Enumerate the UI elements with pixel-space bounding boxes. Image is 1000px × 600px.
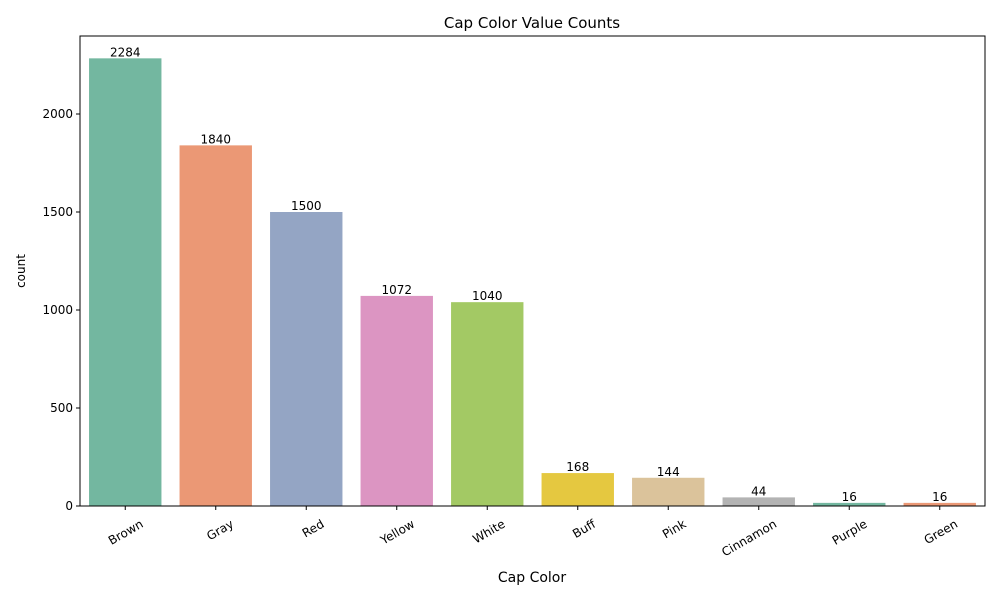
bar-gray (179, 145, 252, 506)
bar-value-label-green: 16 (932, 490, 947, 504)
x-tick-label-brown: Brown (106, 517, 146, 548)
bar-pink (632, 477, 705, 506)
y-tick-label: 2000 (42, 107, 73, 121)
x-tick-label-green: Green (922, 517, 960, 547)
y-ticks-group: 0 500 1000 1500 2000 (42, 107, 80, 513)
bar-value-label-yellow: 1072 (381, 283, 412, 297)
bar-value-label-purple: 16 (842, 490, 857, 504)
y-tick-label: 1500 (42, 205, 73, 219)
bar-yellow (360, 295, 433, 506)
x-tick-label-yellow: Yellow (377, 517, 417, 548)
bar-value-label-red: 1500 (291, 199, 322, 213)
bar-red (270, 212, 343, 506)
bar-green (903, 502, 976, 506)
y-tick-label: 500 (50, 401, 73, 415)
x-tick-label-cinnamon: Cinnamon (719, 517, 779, 560)
x-tick-label-white: White (470, 517, 507, 547)
bar-brown (89, 58, 162, 506)
x-tick-label-pink: Pink (660, 517, 689, 542)
y-tick-label: 1000 (42, 303, 73, 317)
x-tick-label-purple: Purple (830, 517, 870, 548)
plot-frame (79, 35, 986, 507)
bar-value-label-pink: 144 (657, 465, 680, 479)
bar-value-label-brown: 2284 (110, 45, 141, 59)
bar-cinnamon (722, 497, 795, 506)
bar-white (451, 302, 524, 506)
bar-value-label-white: 1040 (472, 289, 503, 303)
bar-value-label-cinnamon: 44 (751, 484, 766, 498)
bar-value-label-buff: 168 (566, 460, 589, 474)
x-tick-label-gray: Gray (204, 517, 236, 543)
x-axis-label: Cap Color (498, 570, 566, 586)
bar-labels-group: 2284 1840 1500 1072 1040 168 144 44 16 16 (110, 45, 947, 504)
x-tick-label-red: Red (300, 517, 327, 541)
bar-buff (541, 473, 614, 506)
x-tick-label-buff: Buff (570, 516, 599, 541)
x-ticks-group: Brown Gray Red Yellow White Buff Pink Cinnamon P… (106, 506, 960, 559)
bar-value-label-gray: 1840 (200, 132, 231, 146)
y-tick-label: 0 (65, 499, 73, 513)
y-axis-label: count (14, 254, 28, 288)
bar-purple (813, 502, 886, 506)
bars-group (89, 58, 976, 506)
chart-title: Cap Color Value Counts (444, 14, 620, 32)
